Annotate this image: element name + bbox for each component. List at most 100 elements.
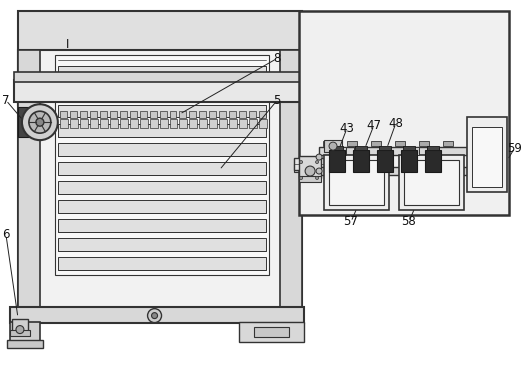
Bar [280,50,302,310]
Bar [467,117,506,192]
Bar [160,119,168,128]
Circle shape [16,326,24,334]
Bar [347,141,357,146]
Bar [199,119,207,128]
Bar [80,119,88,128]
Circle shape [316,154,322,160]
Bar [239,111,246,118]
Bar [55,56,269,275]
Bar [259,119,267,128]
Bar [324,140,342,152]
Bar [399,155,464,210]
Circle shape [316,168,322,174]
Bar [189,119,197,128]
Bar [18,50,302,310]
Text: 59: 59 [507,142,522,155]
Bar [90,111,97,118]
Bar [14,80,303,102]
Bar [58,85,266,98]
Bar [170,119,177,128]
Bar [60,119,68,128]
Bar [299,176,321,182]
Bar [58,200,266,213]
Bar [129,119,138,128]
Text: I: I [66,38,69,51]
Bar [259,111,266,118]
Bar [58,142,266,155]
Bar [239,322,304,342]
Bar [299,10,508,215]
Bar [331,146,343,150]
Bar [14,72,303,82]
Bar [199,111,206,118]
Bar [80,111,87,118]
Bar [58,124,266,137]
Bar [10,322,40,342]
Bar [58,219,266,232]
Bar [100,111,106,118]
Circle shape [477,154,483,160]
Bar [250,119,257,128]
Bar [319,147,479,155]
Bar [427,146,438,150]
Circle shape [477,168,483,174]
Bar [407,147,419,155]
Bar [110,119,117,128]
Bar [120,111,127,118]
Bar [323,141,333,146]
Bar [18,50,40,310]
Bar [377,150,393,172]
Bar [58,67,266,80]
Circle shape [300,161,303,164]
Circle shape [300,176,303,179]
Bar [427,147,438,155]
Circle shape [151,313,158,319]
Bar [401,150,417,172]
Bar [70,119,78,128]
Text: 5: 5 [274,94,281,107]
Text: 57: 57 [343,215,359,228]
Bar [139,119,148,128]
Bar [425,150,441,172]
Bar [472,127,502,187]
Circle shape [22,104,58,140]
Bar [209,111,217,118]
Text: 43: 43 [339,122,354,135]
Bar [329,160,384,205]
Bar [324,155,389,210]
Circle shape [148,309,161,323]
Bar [58,257,266,270]
Bar [18,107,30,137]
Bar [294,158,384,170]
Bar [302,157,317,175]
Bar [150,119,158,128]
Bar [10,330,30,336]
Bar [299,156,321,178]
Bar [355,146,367,150]
Bar [371,141,381,146]
Bar [219,119,228,128]
Bar [250,111,256,118]
Circle shape [305,166,315,176]
Text: 8: 8 [274,52,281,65]
Bar [334,147,346,155]
Bar [120,119,128,128]
Bar [209,119,217,128]
Bar [219,111,227,118]
Bar [18,10,302,105]
Bar [353,150,369,172]
Bar [294,164,319,172]
Bar [229,119,238,128]
Bar [419,141,429,146]
Bar [58,238,266,251]
Bar [160,111,167,118]
Circle shape [316,176,318,179]
Bar [404,160,459,205]
Bar [189,111,196,118]
Bar [7,340,43,347]
Bar [100,119,108,128]
Bar [254,327,289,337]
Bar [70,111,77,118]
Circle shape [329,142,337,150]
Bar [319,167,479,175]
